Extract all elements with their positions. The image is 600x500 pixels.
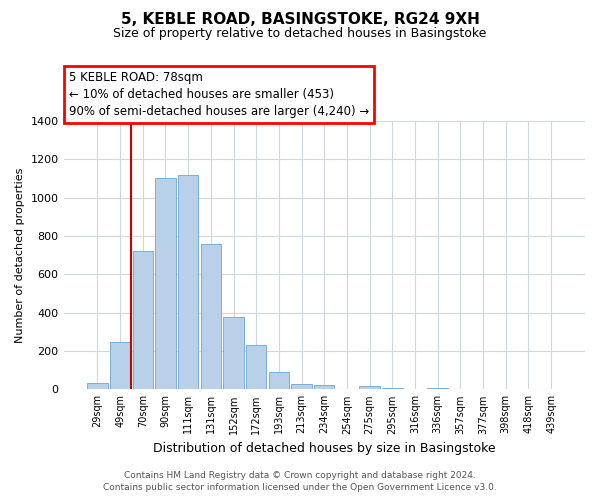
Text: Contains HM Land Registry data © Crown copyright and database right 2024.
Contai: Contains HM Land Registry data © Crown c…	[103, 471, 497, 492]
Bar	[359, 386, 380, 390]
Text: Size of property relative to detached houses in Basingstoke: Size of property relative to detached ho…	[113, 28, 487, 40]
Bar	[246, 345, 266, 390]
Bar	[269, 372, 289, 390]
Bar	[155, 178, 176, 390]
Bar	[110, 342, 130, 390]
Y-axis label: Number of detached properties: Number of detached properties	[15, 168, 25, 343]
Bar	[178, 176, 199, 390]
Bar	[200, 244, 221, 390]
Bar	[427, 388, 448, 390]
Text: 5 KEBLE ROAD: 78sqm
← 10% of detached houses are smaller (453)
90% of semi-detac: 5 KEBLE ROAD: 78sqm ← 10% of detached ho…	[69, 71, 369, 118]
Bar	[223, 318, 244, 390]
Bar	[382, 388, 403, 390]
Bar	[292, 384, 312, 390]
Bar	[133, 251, 153, 390]
Text: 5, KEBLE ROAD, BASINGSTOKE, RG24 9XH: 5, KEBLE ROAD, BASINGSTOKE, RG24 9XH	[121, 12, 479, 28]
Bar	[314, 386, 334, 390]
X-axis label: Distribution of detached houses by size in Basingstoke: Distribution of detached houses by size …	[153, 442, 496, 455]
Bar	[87, 382, 107, 390]
